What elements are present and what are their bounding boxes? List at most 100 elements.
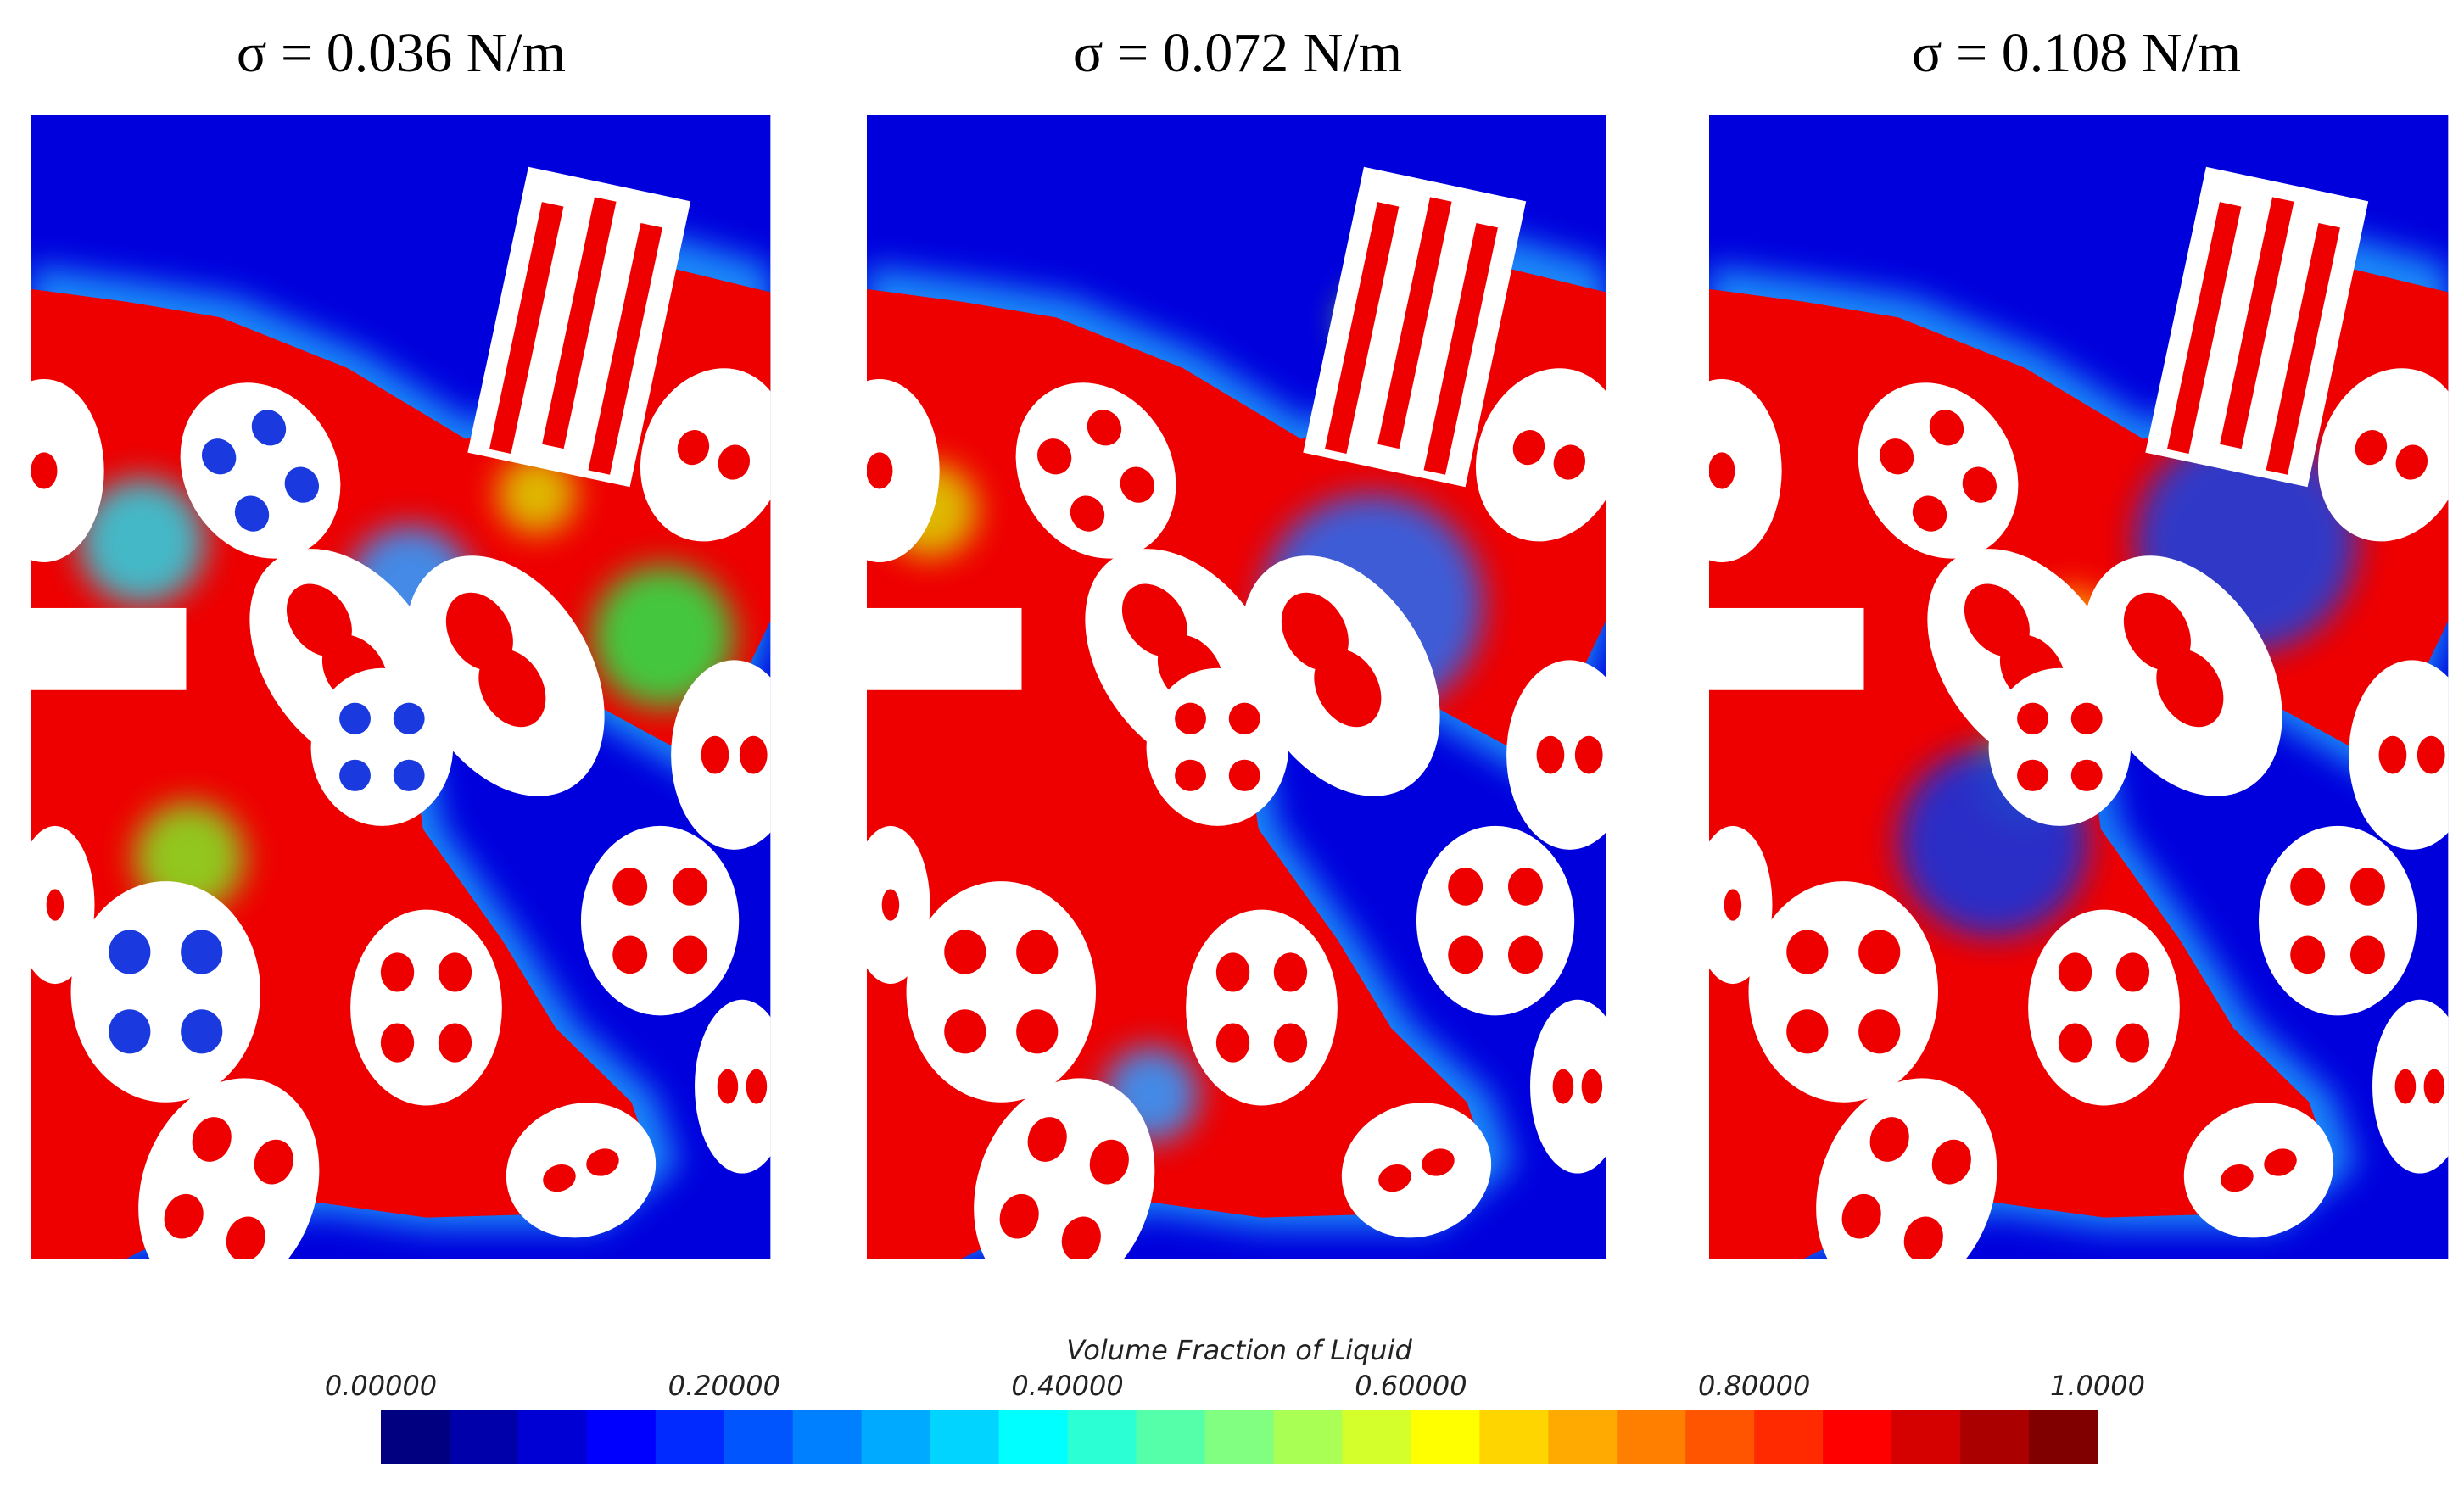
pellet [310,667,454,826]
pellet-pore [1786,1009,1829,1054]
solid-plates [467,166,691,488]
pellet-pore [1931,1139,1971,1185]
pellet-pore [2355,430,2388,466]
pellet-pore [438,1023,472,1063]
pellet-pore [2423,1069,2445,1104]
pellet-pore [1314,649,1382,728]
phase-blob [592,565,735,708]
colorbar-block [998,1410,1069,1464]
pellet-body [1146,667,1289,826]
pellet-body [180,382,341,559]
colorbar-block [517,1410,588,1464]
pellet-body [640,368,771,542]
pellet [1816,1078,1997,1259]
colorbar: 0.00000 0.20000 0.40000 0.60000 0.80000 1.000… [325,1370,2145,1464]
pellet-pore [612,868,648,906]
pellet [70,881,260,1103]
panel-title: σ = 0.072 N/m [1073,22,1402,84]
pellet-pore [393,759,425,791]
pellet-pore [2395,444,2428,480]
colorbar-block [586,1410,657,1464]
colorbar-block [930,1410,1000,1464]
colorbar-block [861,1410,931,1464]
pellet-body [1015,382,1176,559]
pellet-pore [109,930,151,974]
pellet-pore [1507,868,1543,906]
pellet-pore [1273,952,1308,992]
pellet-pore [1448,935,1483,974]
colorbar-block [1685,1410,1756,1464]
colorbar-tick-label: 0.40000 [1011,1370,1123,1402]
phase-blob [78,478,205,606]
colorbar-block [1891,1410,1962,1464]
pellet-pore [284,466,320,503]
pellet-pore [1016,1009,1059,1054]
pellet-pore [1120,466,1155,503]
pellet-pore [1215,1023,1250,1063]
pellet-pore [380,1023,415,1063]
pellet-pore [1036,438,1072,475]
pellet-pore [1027,1117,1067,1162]
pellet-pore [2221,1164,2254,1192]
pellet [2349,660,2449,850]
panel-title: σ = 0.036 N/m [237,22,566,84]
pellet-pore [1378,1164,1411,1192]
pellet [1709,378,1782,562]
pellet-pore [999,1193,1039,1239]
pellet [867,825,930,985]
pellet [31,825,95,985]
pellet-pore [717,1069,739,1104]
panel [1709,115,2449,1259]
pellet-pore [478,649,546,728]
pellet-body [671,660,771,850]
pellet-pore [109,1009,151,1054]
pellet-body [580,825,740,1016]
plate-gap [2266,222,2340,475]
pellet-pore [438,952,472,992]
solid-bar [867,607,1022,690]
pellet-body [974,1078,1155,1259]
plate-gap [588,222,662,475]
pellet [1241,555,1440,796]
phase-blob [497,455,577,534]
colorbar-block [1548,1410,1618,1464]
colorbar-block [1342,1410,1412,1464]
pellet-pore [1858,1009,1901,1054]
plate-gap [489,202,564,455]
pellet [695,999,771,1174]
pellet-pore [1070,495,1105,532]
pellet-pore [672,868,707,906]
pellet [2083,555,2282,796]
pellet-pore [1929,410,1964,446]
pellet-pore [1273,1023,1308,1063]
pellet [906,881,1096,1103]
pellet-pore [881,889,900,921]
pellet [2372,999,2449,1174]
pellet-pore [1581,1069,1603,1104]
colorbar-block [1204,1410,1275,1464]
pellet-pore [339,759,371,791]
pellet-pore [31,452,58,489]
pellet [506,1103,657,1238]
pellet [405,555,605,796]
pellet-pore [192,1117,232,1162]
solid-bar [1709,607,1864,690]
pellet [138,1078,320,1259]
pellet [1530,999,1606,1174]
pellet-pore [586,1148,619,1176]
pellet [640,368,771,542]
pellet [1709,825,1773,985]
pellet-pore [1061,1216,1101,1259]
pellet [1341,1103,1492,1238]
pellet-pore [1228,702,1260,734]
pellet-pore [1448,868,1483,906]
plate-gap [2166,202,2242,455]
pellet [1506,660,1606,850]
pellet-body [906,881,1096,1103]
pellet-body [310,667,454,826]
pellet-pore [2058,1023,2092,1063]
pellet-pore [1228,759,1260,791]
colorbar-tick-label: 0.20000 [668,1370,780,1402]
pellet-pore [1841,1193,1881,1239]
pellet-pore [1536,735,1565,774]
